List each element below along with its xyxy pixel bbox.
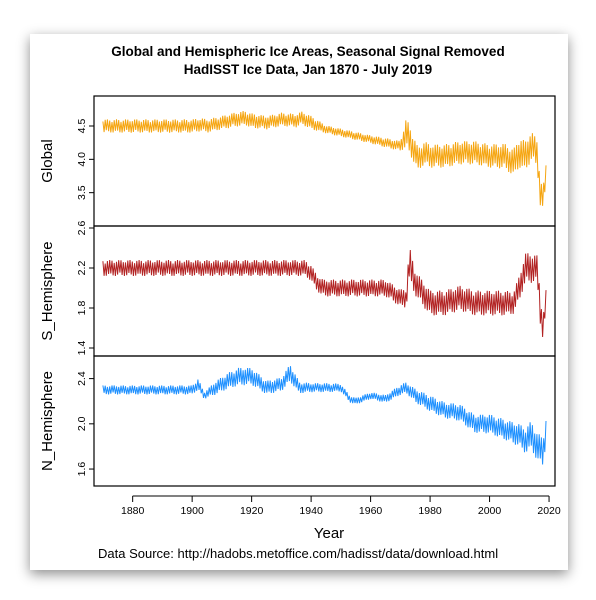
ice-area-chart: Global and Hemispheric Ice Areas, Season… (39, 44, 561, 561)
x-tick-label: 2020 (537, 505, 561, 517)
x-tick-label: 1880 (121, 505, 145, 517)
panel-box-s-hemisphere (93, 225, 556, 357)
series-line-global (102, 111, 547, 206)
y-tick-label-n-hemisphere: 2.4 (76, 371, 88, 386)
x-tick-label: 1920 (240, 505, 264, 517)
y-tick-label-n-hemisphere: 2.0 (76, 416, 88, 431)
series-line-n-hemisphere (102, 366, 547, 465)
chart-subtitle: HadISST Ice Data, Jan 1870 - July 2019 (184, 62, 432, 77)
chart-title: Global and Hemispheric Ice Areas, Season… (111, 44, 504, 59)
x-axis-label: Year (314, 525, 344, 542)
y-tick-label-s-hemisphere: 1.8 (76, 301, 88, 316)
x-tick-label: 1980 (418, 505, 442, 517)
data-source-note: Data Source: http://hadobs.metoffice.com… (98, 546, 498, 561)
y-tick-label-s-hemisphere: 2.6 (76, 221, 88, 236)
panel-box-n-hemisphere (93, 355, 556, 487)
x-tick-label: 1900 (180, 505, 204, 517)
y-tick-label-s-hemisphere: 2.2 (76, 261, 88, 276)
y-tick-label-global: 4.5 (76, 119, 88, 134)
series-line-s-hemisphere (102, 249, 547, 338)
panel-label-global: Global (39, 139, 56, 182)
y-tick-label-global: 3.5 (76, 185, 88, 200)
chart-frame: Global and Hemispheric Ice Areas, Season… (30, 34, 568, 570)
y-tick-label-n-hemisphere: 1.6 (76, 462, 88, 477)
y-tick-label-s-hemisphere: 1.4 (76, 341, 88, 356)
x-tick-label: 2000 (478, 505, 502, 517)
y-tick-label-global: 4.0 (76, 152, 88, 167)
panel-label-s-hemisphere: S_Hemisphere (39, 241, 56, 340)
x-tick-label: 1960 (359, 505, 383, 517)
x-tick-label: 1940 (299, 505, 323, 517)
panel-label-n-hemisphere: N_Hemisphere (39, 371, 56, 471)
